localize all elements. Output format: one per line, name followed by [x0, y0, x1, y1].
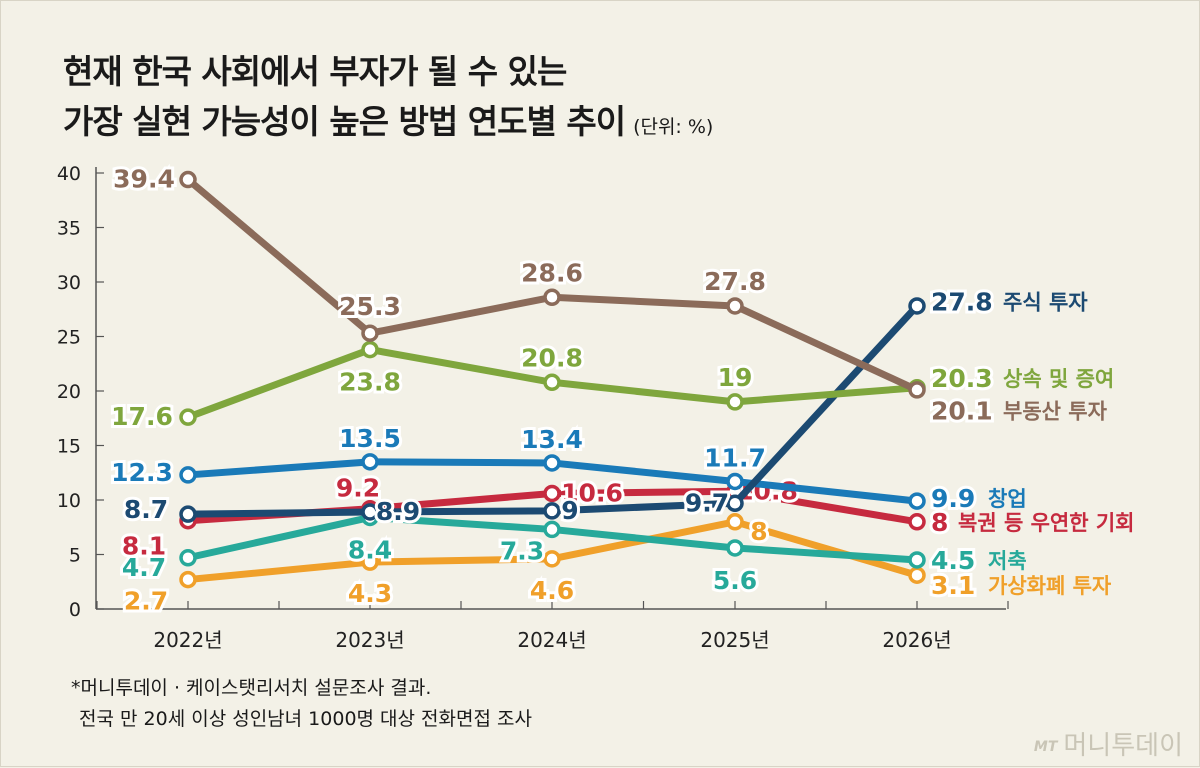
x-tick-label: 2026년 — [882, 628, 951, 652]
data-label: 3.1 — [931, 571, 975, 600]
data-label: 20.1 — [931, 397, 993, 426]
data-point — [543, 454, 561, 472]
y-tick-label: 25 — [57, 327, 81, 349]
data-point — [908, 566, 926, 584]
data-point — [726, 472, 744, 491]
data-point — [179, 570, 197, 589]
data-label: 7.3 — [500, 536, 544, 565]
y-tick-label: 15 — [57, 436, 81, 458]
data-label: 12.3 — [111, 458, 173, 487]
data-point — [726, 393, 744, 411]
data-label: 4.7 — [122, 553, 166, 582]
data-label: 19 — [718, 363, 753, 392]
data-label: 9 — [561, 496, 578, 525]
data-label: 9.2 — [336, 474, 380, 503]
y-tick-label: 0 — [69, 599, 81, 621]
data-point — [179, 170, 197, 189]
data-label: 20.3 — [931, 364, 993, 393]
series-label: 저축 — [988, 549, 1027, 573]
source-note-line2: 전국 만 20세 이상 성인남녀 1000명 대상 전화면접 조사 — [79, 708, 532, 730]
data-label: 10.6 — [561, 478, 623, 507]
data-label: 39.4 — [113, 165, 175, 194]
source-note-line1: *머니투데이 · 케이스탯리서치 설문조사 결과. — [71, 677, 432, 699]
data-point — [361, 453, 379, 471]
data-label: 8 — [931, 508, 948, 537]
data-label: 4.6 — [530, 576, 574, 605]
data-label: 23.8 — [339, 368, 401, 397]
data-label: 8.7 — [124, 495, 168, 524]
data-point — [908, 297, 926, 315]
data-label: 2.7 — [124, 587, 168, 616]
data-point — [908, 551, 926, 569]
data-label: 25.3 — [339, 292, 401, 321]
data-label: 8.9 — [376, 497, 420, 526]
data-point — [361, 503, 379, 521]
x-tick-label: 2022년 — [153, 628, 222, 652]
data-point — [543, 484, 561, 503]
data-point — [726, 513, 744, 531]
data-label: 8.4 — [348, 535, 392, 564]
data-point — [726, 539, 744, 557]
x-tick-label: 2025년 — [700, 628, 769, 652]
chart-title-line2: 가장 실현 가능성이 높은 방법 연도별 추이 (단위: %) — [63, 95, 713, 143]
brand-name: 머니투데이 — [1063, 731, 1183, 761]
series-label: 가상화폐 투자 — [988, 574, 1112, 598]
x-tick-label: 2024년 — [517, 628, 586, 652]
data-label: 13.5 — [339, 424, 401, 453]
data-label: 4.3 — [348, 579, 392, 608]
y-tick-label: 30 — [57, 272, 81, 294]
y-tick-label: 35 — [57, 218, 81, 240]
y-tick-label: 20 — [57, 381, 81, 403]
data-label: 20.8 — [521, 343, 583, 372]
data-label: 27.8 — [931, 288, 993, 317]
data-point — [361, 340, 379, 359]
data-label: 8.1 — [122, 532, 166, 561]
data-point — [543, 288, 561, 307]
data-point — [908, 492, 926, 510]
data-label: 5.6 — [713, 566, 757, 595]
data-label: 9.9 — [931, 484, 975, 513]
data-point — [726, 494, 744, 513]
data-label: 8 — [750, 517, 767, 546]
chart-title-line1: 현재 한국 사회에서 부자가 될 수 있는 — [63, 52, 567, 91]
data-point — [179, 505, 197, 523]
data-point — [908, 381, 926, 399]
data-point — [543, 550, 561, 568]
data-label: 17.6 — [111, 402, 173, 431]
data-point — [543, 520, 561, 539]
data-point — [361, 324, 379, 342]
data-point — [543, 373, 561, 392]
data-label: 13.4 — [521, 425, 583, 454]
data-label: 27.8 — [704, 267, 766, 296]
data-point — [179, 549, 197, 567]
unit-label: (단위: %) — [633, 116, 714, 138]
data-point — [361, 553, 379, 571]
data-point — [179, 466, 197, 484]
data-point — [908, 513, 926, 531]
series-label: 주식 투자 — [1003, 291, 1088, 315]
data-label: 11.7 — [704, 443, 766, 472]
series-label: 창업 — [988, 487, 1027, 511]
x-tick-label: 2023년 — [335, 628, 404, 652]
y-tick-label: 5 — [69, 545, 81, 567]
data-point — [179, 408, 197, 426]
data-point — [726, 297, 744, 315]
series-label: 복권 등 우연한 기회 — [958, 511, 1135, 535]
series-label: 상속 및 증여 — [1003, 367, 1114, 391]
data-label: 28.6 — [521, 258, 583, 287]
chart-title-line2-text: 가장 실현 가능성이 높은 방법 연도별 추이 — [63, 102, 626, 141]
series-label: 부동산 투자 — [1003, 400, 1108, 424]
brand-mark: MT — [1033, 738, 1058, 755]
data-label: 4.5 — [931, 546, 975, 575]
data-label: 9.7 — [685, 488, 729, 517]
data-point — [543, 502, 561, 520]
y-tick-label: 10 — [57, 490, 81, 512]
y-tick-label: 40 — [57, 163, 81, 185]
brand-logo: MT 머니투데이 — [1034, 725, 1183, 762]
